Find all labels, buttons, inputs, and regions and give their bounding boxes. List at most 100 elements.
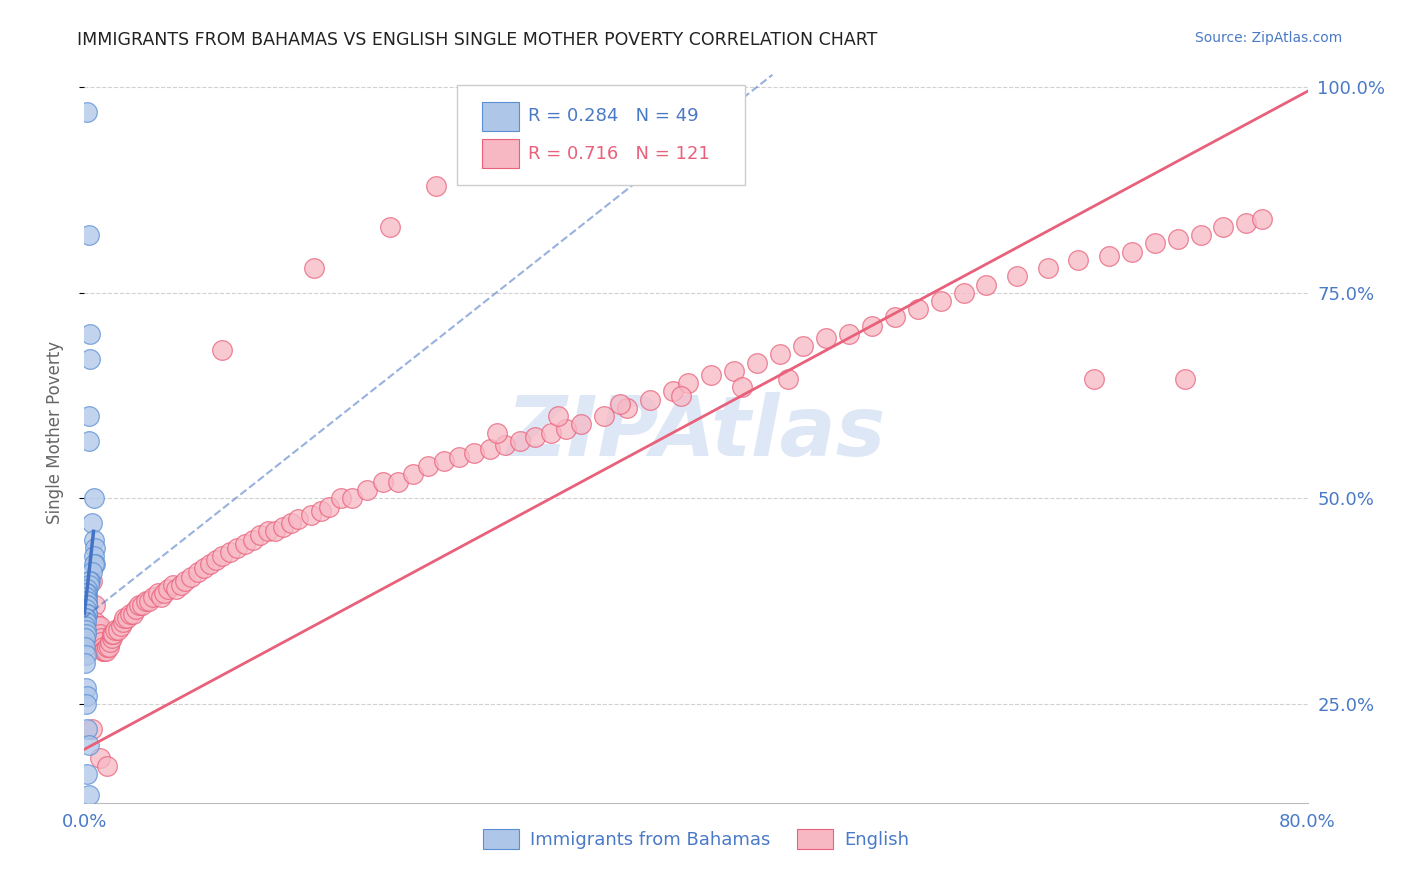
- Point: [76, 586, 98, 600]
- Point: [142, 590, 165, 604]
- Point: [75, 829, 97, 843]
- Point: [101, 632, 124, 646]
- Point: [609, 397, 631, 411]
- Point: [93, 643, 115, 657]
- Point: [83, 533, 105, 547]
- Point: [86, 632, 108, 646]
- Point: [76, 689, 98, 703]
- Point: [387, 475, 409, 489]
- Point: [84, 615, 107, 629]
- Point: [149, 590, 172, 604]
- Point: [80, 574, 103, 588]
- Point: [555, 421, 578, 435]
- Point: [75, 623, 97, 637]
- Point: [153, 586, 176, 600]
- Point: [165, 582, 187, 596]
- Point: [75, 594, 97, 608]
- Point: [89, 619, 111, 633]
- Point: [747, 356, 769, 370]
- Point: [84, 558, 107, 572]
- Point: [135, 594, 157, 608]
- Point: [1067, 252, 1090, 267]
- Point: [76, 594, 98, 608]
- Point: [371, 475, 394, 489]
- Point: [380, 219, 402, 234]
- Point: [79, 574, 101, 588]
- Point: [1121, 244, 1143, 259]
- Point: [83, 558, 105, 572]
- Point: [75, 611, 97, 625]
- Point: [486, 425, 509, 440]
- Text: R = 0.716   N = 121: R = 0.716 N = 121: [529, 145, 710, 162]
- Point: [330, 491, 353, 506]
- Point: [75, 632, 97, 646]
- Point: [170, 578, 193, 592]
- Point: [112, 611, 135, 625]
- Point: [1189, 228, 1212, 243]
- Point: [186, 566, 208, 580]
- Point: [249, 528, 271, 542]
- Point: [180, 569, 202, 583]
- Point: [233, 536, 256, 550]
- Point: [616, 401, 638, 415]
- Point: [1212, 219, 1234, 234]
- Point: [76, 599, 98, 613]
- Point: [952, 285, 974, 300]
- Point: [1098, 249, 1121, 263]
- Point: [478, 442, 501, 456]
- Point: [929, 293, 952, 308]
- Point: [96, 640, 118, 654]
- Point: [792, 339, 814, 353]
- Point: [1174, 372, 1197, 386]
- Point: [340, 491, 363, 506]
- Point: [1167, 232, 1189, 246]
- Point: [193, 561, 215, 575]
- Point: [125, 602, 148, 616]
- Point: [98, 635, 121, 649]
- Point: [80, 722, 103, 736]
- Point: [75, 611, 97, 625]
- Point: [814, 331, 837, 345]
- Point: [84, 599, 107, 613]
- Point: [433, 454, 456, 468]
- Point: [91, 643, 114, 657]
- Point: [494, 438, 516, 452]
- Point: [77, 738, 100, 752]
- Point: [75, 615, 97, 629]
- Point: [110, 619, 132, 633]
- Text: Source: ZipAtlas.com: Source: ZipAtlas.com: [1195, 31, 1343, 45]
- Point: [77, 228, 100, 243]
- Point: [157, 582, 180, 596]
- Point: [83, 549, 105, 563]
- Point: [76, 590, 98, 604]
- Point: [89, 750, 111, 764]
- Point: [76, 607, 98, 621]
- Point: [77, 788, 100, 802]
- Point: [111, 615, 134, 629]
- Point: [524, 430, 547, 444]
- Point: [77, 434, 100, 448]
- Point: [198, 558, 221, 572]
- Point: [162, 578, 184, 592]
- Point: [103, 627, 125, 641]
- Point: [540, 425, 562, 440]
- Point: [76, 767, 98, 781]
- Point: [1236, 216, 1258, 230]
- Point: [226, 541, 249, 555]
- Point: [678, 376, 700, 391]
- Point: [287, 512, 309, 526]
- Point: [83, 491, 105, 506]
- Point: [211, 343, 233, 358]
- Point: [76, 104, 98, 119]
- Point: [75, 648, 97, 662]
- Point: [138, 594, 160, 608]
- Point: [1005, 269, 1028, 284]
- Y-axis label: Single Mother Poverty: Single Mother Poverty: [45, 341, 63, 524]
- Point: [447, 450, 470, 465]
- Point: [89, 627, 111, 641]
- Point: [120, 607, 142, 621]
- Point: [211, 549, 233, 563]
- Point: [79, 326, 101, 341]
- Point: [976, 277, 998, 292]
- Point: [838, 326, 860, 341]
